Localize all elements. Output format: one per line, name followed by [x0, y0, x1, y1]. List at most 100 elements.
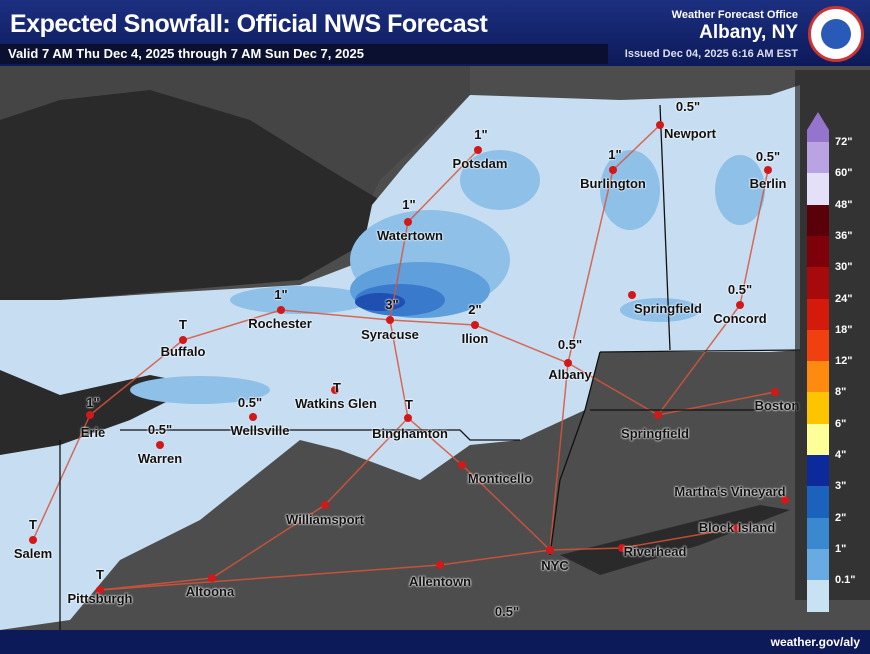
city-marker — [771, 388, 779, 396]
city-label: Salem — [13, 546, 53, 561]
city-label: Martha's Vineyard — [674, 484, 786, 499]
city-marker — [321, 501, 329, 509]
legend-label: 48" — [835, 198, 853, 211]
legend-swatch — [807, 517, 829, 550]
snowfall-legend: 72" 60" 48" 36" 30" 24" 18" 12" 8" 6" 4" 3" 2" 1" 0.1" — [795, 70, 870, 612]
city-marker — [471, 321, 479, 329]
city-label: Syracuse — [361, 327, 419, 342]
legend-label: 3" — [835, 480, 847, 493]
snowfall-map: Potsdam Burlington Newport Berlin Watertown R… — [0, 66, 870, 630]
page-title: Expected Snowfall: Official NWS Forecast — [10, 10, 488, 38]
snowfall-amount-label: 0.5" — [237, 395, 263, 410]
legend-swatch — [807, 455, 829, 487]
city-label: Watkins Glen — [295, 396, 377, 411]
city-marker — [249, 413, 257, 421]
nws-logo — [808, 6, 864, 62]
city-marker — [96, 586, 104, 594]
snow-band — [715, 155, 765, 225]
city-label: Boston — [754, 398, 800, 413]
long-island-sound — [560, 505, 790, 575]
legend-swatch — [807, 112, 829, 142]
snowfall-amount-label: 1" — [402, 197, 416, 212]
office-label: Weather Forecast Office — [671, 9, 798, 21]
snowfall-amount-label: 0.5" — [727, 282, 753, 297]
city-label: Concord — [713, 311, 767, 326]
city-label: Albany — [548, 367, 592, 382]
legend-label: 60" — [835, 167, 853, 180]
legend-label: 36" — [835, 229, 853, 242]
city-label: Burlington — [580, 176, 646, 191]
website-link[interactable]: weather.gov/aly — [770, 635, 860, 649]
legend-swatch — [807, 204, 829, 237]
map-base — [0, 66, 870, 630]
snowfall-amount-label: 0.5" — [557, 337, 583, 352]
legend-swatch — [807, 173, 829, 206]
city-label: Ilion — [461, 331, 489, 346]
city-label: Springfield — [634, 301, 702, 316]
city-marker — [781, 496, 789, 504]
legend-label: 2" — [835, 511, 847, 524]
city-marker — [277, 306, 285, 314]
city-marker — [656, 121, 664, 129]
snowfall-amount-label: T — [179, 317, 187, 332]
legend-swatch — [807, 423, 829, 456]
city-label: Williamsport — [286, 512, 364, 527]
valid-period: Valid 7 AM Thu Dec 4, 2025 through 7 AM … — [0, 44, 608, 64]
legend-label: 0.1" — [835, 574, 856, 587]
city-label: NYC — [541, 558, 569, 573]
snow-area — [0, 85, 800, 630]
city-label: Altoona — [185, 584, 235, 599]
legend-swatch — [807, 580, 829, 612]
city-marker — [764, 166, 772, 174]
city-label: Erie — [80, 425, 106, 440]
city-marker — [404, 414, 412, 422]
snowfall-amount-label: 2" — [468, 302, 482, 317]
snowfall-amount-label: 0.5" — [147, 422, 173, 437]
city-marker — [458, 461, 466, 469]
city-marker — [564, 359, 572, 367]
legend-label: 8" — [835, 386, 847, 399]
state-borders — [59, 104, 801, 630]
city-marker — [609, 166, 617, 174]
city-label: Berlin — [749, 176, 787, 191]
city-label: Binghamton — [372, 426, 448, 441]
lake-ontario — [0, 90, 380, 300]
snowfall-amount-label: 1" — [274, 287, 288, 302]
city-marker — [436, 561, 444, 569]
city-label: Newport — [664, 126, 716, 141]
city-marker — [29, 536, 37, 544]
city-label: Watertown — [377, 228, 443, 243]
city-label: Springfield — [621, 426, 689, 441]
legend-swatch — [807, 361, 829, 393]
legend-label: 24" — [835, 292, 853, 305]
city-marker — [474, 146, 482, 154]
legend-swatch — [807, 486, 829, 519]
office-name: Albany, NY — [699, 22, 798, 43]
city-label: Rochester — [248, 316, 312, 331]
city-label: Wellsville — [230, 423, 290, 438]
snowfall-amount-label: 3" — [385, 297, 399, 312]
header-bar: Expected Snowfall: Official NWS Forecast… — [0, 0, 870, 66]
snowfall-amount-label: 0.5" — [675, 99, 701, 114]
legend-swatch — [807, 235, 829, 268]
legend-swatch — [807, 267, 829, 299]
nws-logo-emblem — [821, 19, 851, 49]
city-label: Allentown — [408, 574, 472, 589]
city-label: Buffalo — [160, 344, 206, 359]
snowfall-amount-label: T — [29, 517, 37, 532]
issued-time: Issued Dec 04, 2025 6:16 AM EST — [624, 48, 798, 60]
legend-label: 30" — [835, 261, 853, 274]
snow-band — [620, 298, 700, 322]
city-label: Monticello — [467, 471, 533, 486]
legend-label: 6" — [835, 417, 847, 430]
footer-bar: weather.gov/aly — [0, 630, 870, 654]
snowfall-amount-label: 1" — [474, 127, 488, 142]
snowfall-amount-label: T — [405, 397, 413, 412]
legend-swatch — [807, 548, 829, 581]
legend-swatch — [807, 298, 829, 331]
snow-band — [460, 150, 540, 210]
snowfall-amount-label: T — [333, 380, 341, 395]
snowfall-amount-label: T — [96, 567, 104, 582]
legend-label: 72" — [835, 136, 853, 148]
